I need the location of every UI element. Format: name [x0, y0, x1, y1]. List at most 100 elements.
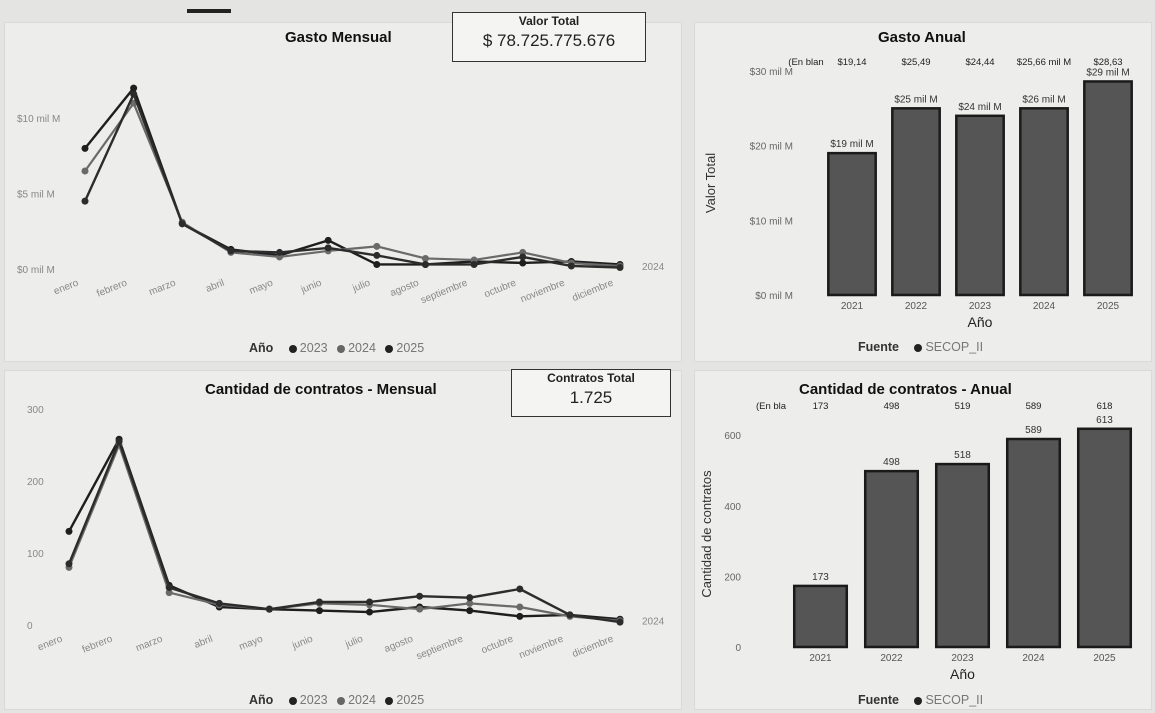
legend: Año 2023 2024 2025: [249, 693, 424, 707]
legend: Fuente SECOP_II: [858, 340, 983, 354]
x-tick-label: febrero: [95, 277, 129, 299]
valor-total-card: Valor Total $ 78.725.775.676: [452, 12, 646, 62]
y-tick-label: $0 mil M: [17, 265, 55, 276]
chart-title: Gasto Anual: [878, 29, 966, 46]
data-point-2023: [366, 608, 374, 616]
gasto-mensual-chart: $0 mil M $5 mil M $10 mil M enero febrero mar…: [17, 84, 665, 306]
y-tick-label: 400: [724, 502, 741, 513]
active-tab-indicator: [187, 9, 231, 13]
legend-item: 2023: [299, 341, 328, 355]
bar-2025: [1076, 427, 1133, 649]
top-row-label: $25,49: [901, 57, 930, 68]
bar-2023: [934, 462, 991, 649]
bar-2024: [1019, 107, 1069, 297]
x-tick-label: diciembre: [571, 277, 616, 304]
legend-dot: [385, 696, 394, 705]
data-point-2025: [616, 618, 624, 626]
card-label: Contratos Total: [547, 371, 635, 385]
x-tick-label: agosto: [383, 633, 415, 655]
x-tick-label: mayo: [238, 633, 265, 653]
gasto-mensual-panel: Gasto Mensual Valor Total $ 78.725.775.6…: [4, 12, 682, 362]
y-tick-label: $10 mil M: [17, 114, 60, 125]
y-axis-label: Cantidad de contratos: [699, 470, 714, 598]
x-tick-label: junio: [290, 633, 315, 652]
x-tick-label: agosto: [389, 277, 421, 299]
legend-item: 2024: [348, 693, 376, 707]
data-label: $24 mil M: [958, 102, 1001, 113]
x-tick-label: 2022: [880, 653, 903, 664]
series-line-2025: [83, 92, 621, 269]
data-point-2025: [178, 220, 186, 228]
data-point-2023: [315, 607, 323, 615]
x-tick-label: marzo: [134, 633, 164, 654]
data-point-2023: [516, 612, 524, 620]
chart-title: Cantidad de contratos - Mensual: [205, 381, 437, 398]
data-point-2025: [421, 260, 429, 268]
data-label: 498: [883, 457, 900, 468]
legend-item: 2025: [396, 341, 425, 355]
top-row-label: 589: [1026, 401, 1042, 412]
bar-2022: [891, 107, 941, 297]
x-tick-label: noviembre: [518, 633, 566, 661]
x-tick-label: marzo: [148, 277, 178, 298]
x-tick-label: enero: [52, 277, 80, 297]
x-axis-label: Año: [950, 666, 975, 682]
legend-dot: [914, 696, 923, 705]
y-tick-label: $0 mil M: [755, 291, 793, 302]
data-point-2025: [315, 598, 323, 606]
legend-dot: [337, 344, 346, 353]
legend-item: 2025: [396, 693, 425, 707]
x-tick-label: 2021: [841, 301, 864, 312]
x-tick-label: 2025: [1093, 653, 1116, 664]
chart-title: Cantidad de contratos - Anual: [799, 381, 1012, 398]
y-tick-label: 100: [27, 549, 44, 560]
data-point-2024: [421, 254, 429, 262]
x-tick-label: noviembre: [519, 277, 567, 305]
legend-item: 2023: [299, 693, 328, 707]
top-row-label: (En blan: [788, 57, 823, 68]
x-tick-label: julio: [350, 277, 372, 294]
legend-dot: [288, 344, 297, 353]
data-point-2024: [165, 589, 173, 597]
data-point-2024: [416, 605, 424, 613]
legend-dot: [337, 696, 346, 705]
data-point-2025: [165, 584, 173, 592]
contratos-anual-panel: Cantidad de contratos - Anual 0 200 400 600…: [694, 370, 1152, 710]
bar-2021: [792, 584, 849, 649]
bar-2025: [1083, 80, 1133, 297]
y-tick-label: 200: [724, 572, 741, 583]
legend-item: SECOP_II: [925, 340, 984, 354]
legend: Fuente SECOP_II: [858, 693, 983, 707]
top-row-label: $24,44: [965, 57, 994, 68]
data-point-2024: [373, 242, 381, 250]
data-point-2025: [466, 594, 474, 602]
data-point-2025: [566, 611, 574, 619]
y-tick-label: 0: [735, 643, 741, 654]
y-tick-label: 300: [27, 405, 44, 416]
data-point-2025: [470, 260, 478, 268]
gasto-anual-panel: Gasto Anual $0 mil M $10 mil M $20 mil M $3…: [694, 22, 1152, 362]
top-row-label: $19,14: [837, 57, 866, 68]
x-tick-label: septiembre: [419, 277, 469, 306]
data-point-2023: [466, 607, 474, 615]
contratos-mensual-chart: 0 100 200 300 enero febrero marzo abril mayo juni…: [27, 405, 665, 662]
legend-dot: [914, 343, 923, 352]
x-tick-label: junio: [299, 277, 324, 296]
top-row-label: 519: [955, 401, 971, 412]
x-tick-label: 2024: [1033, 301, 1056, 312]
bar-2023: [955, 114, 1005, 297]
top-row-label: (En bla: [756, 401, 787, 412]
x-tick-label: 2022: [905, 301, 928, 312]
legend-title: Año: [249, 341, 274, 355]
data-point-2023: [519, 259, 527, 267]
data-point-2025: [276, 248, 284, 256]
x-tick-label: octubre: [483, 277, 518, 300]
x-tick-label: 2023: [951, 653, 974, 664]
legend-item: 2024: [348, 341, 376, 355]
chart-title: Gasto Mensual: [285, 29, 392, 46]
data-point-2024: [81, 167, 89, 175]
x-tick-label: septiembre: [415, 633, 465, 662]
series-line-2024: [84, 102, 621, 268]
top-row-label: $25,66 mil M: [1017, 57, 1071, 68]
contratos-total-card: Contratos Total 1.725: [511, 369, 671, 417]
